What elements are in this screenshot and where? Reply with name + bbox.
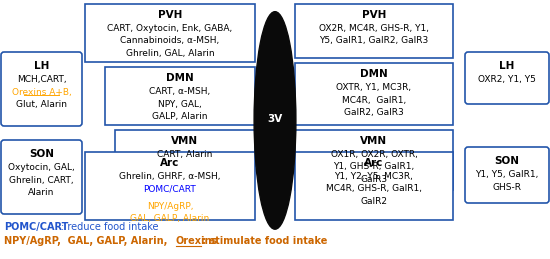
Text: Y1, Y2, Y5, MC3R,: Y1, Y2, Y5, MC3R, [334, 172, 414, 181]
FancyBboxPatch shape [85, 4, 255, 62]
Text: GAL, GALP, Alarin: GAL, GALP, Alarin [130, 214, 210, 224]
Text: LH: LH [499, 61, 515, 71]
Text: Arc: Arc [160, 158, 180, 168]
Text: POMC/CART: POMC/CART [4, 222, 68, 232]
Text: OX1R, OX2R, OXTR,: OX1R, OX2R, OXTR, [331, 150, 417, 159]
Text: : stimulate food intake: : stimulate food intake [202, 236, 328, 246]
Text: GalR2: GalR2 [360, 197, 388, 206]
Text: Ghrelin, GHRF, α-MSH,: Ghrelin, GHRF, α-MSH, [119, 172, 221, 181]
Text: Y5, GalR1, GalR2, GalR3: Y5, GalR1, GalR2, GalR3 [320, 37, 428, 46]
Text: MC4R, GHS-R, GalR1,: MC4R, GHS-R, GalR1, [326, 184, 422, 193]
Text: Orexins A+B,: Orexins A+B, [12, 88, 72, 97]
Text: POMC/CART: POMC/CART [144, 184, 196, 193]
Text: GALP, Alarin: GALP, Alarin [152, 112, 208, 121]
Text: : reduce food intake: : reduce food intake [61, 222, 158, 232]
Text: VMN: VMN [360, 136, 388, 146]
Text: Alarin: Alarin [28, 188, 54, 197]
FancyBboxPatch shape [295, 63, 453, 125]
Text: Arc: Arc [364, 158, 384, 168]
Text: Oxytocin, GAL,: Oxytocin, GAL, [8, 163, 75, 172]
FancyBboxPatch shape [465, 147, 549, 203]
Text: PVH: PVH [362, 10, 386, 20]
FancyBboxPatch shape [115, 130, 255, 166]
Text: CART, α-MSH,: CART, α-MSH, [150, 87, 211, 96]
Ellipse shape [254, 12, 296, 229]
FancyBboxPatch shape [1, 140, 82, 214]
Text: OX2R, MC4R, GHS-R, Y1,: OX2R, MC4R, GHS-R, Y1, [319, 24, 429, 33]
FancyBboxPatch shape [105, 67, 255, 125]
Text: Cannabinoids, α-MSH,: Cannabinoids, α-MSH, [120, 37, 219, 46]
Text: CART, Alarin: CART, Alarin [157, 150, 213, 159]
Text: Glut, Alarin: Glut, Alarin [16, 100, 67, 109]
Text: MCH,CART,: MCH,CART, [16, 75, 67, 84]
Text: VMN: VMN [172, 136, 199, 146]
Text: SON: SON [29, 149, 54, 159]
Text: OXTR, Y1, MC3R,: OXTR, Y1, MC3R, [337, 83, 411, 92]
Text: Ghrelin, CART,: Ghrelin, CART, [9, 176, 74, 184]
Text: SON: SON [494, 156, 520, 166]
FancyBboxPatch shape [295, 152, 453, 220]
FancyBboxPatch shape [1, 52, 82, 126]
Text: DMN: DMN [360, 69, 388, 79]
Text: NPY, GAL,: NPY, GAL, [158, 99, 202, 109]
Text: LH: LH [34, 61, 49, 71]
Text: GHS-R: GHS-R [492, 183, 521, 191]
FancyBboxPatch shape [295, 4, 453, 58]
Text: CART, Oxytocin, Enk, GABA,: CART, Oxytocin, Enk, GABA, [107, 24, 233, 33]
Text: PVH: PVH [158, 10, 182, 20]
FancyBboxPatch shape [85, 152, 255, 220]
Text: Ghrelin, GAL, Alarin: Ghrelin, GAL, Alarin [126, 49, 214, 58]
Text: NPY/AgRP,  GAL, GALP, Alarin,: NPY/AgRP, GAL, GALP, Alarin, [4, 236, 170, 246]
Text: MC4R,  GalR1,: MC4R, GalR1, [342, 96, 406, 104]
Text: GalR2, GalR3: GalR2, GalR3 [344, 108, 404, 117]
Text: GalR3: GalR3 [360, 175, 388, 184]
Text: DMN: DMN [166, 73, 194, 83]
Text: OXR2, Y1, Y5: OXR2, Y1, Y5 [478, 75, 536, 84]
FancyBboxPatch shape [295, 130, 453, 190]
Text: 3V: 3V [267, 114, 283, 124]
Text: NPY/AgRP,: NPY/AgRP, [147, 202, 193, 211]
Text: Orexins: Orexins [176, 236, 218, 246]
FancyBboxPatch shape [465, 52, 549, 104]
Text: Y1, GHS-R, GalR1,: Y1, GHS-R, GalR1, [333, 162, 415, 171]
Text: Y1, Y5, GalR1,: Y1, Y5, GalR1, [475, 170, 538, 179]
